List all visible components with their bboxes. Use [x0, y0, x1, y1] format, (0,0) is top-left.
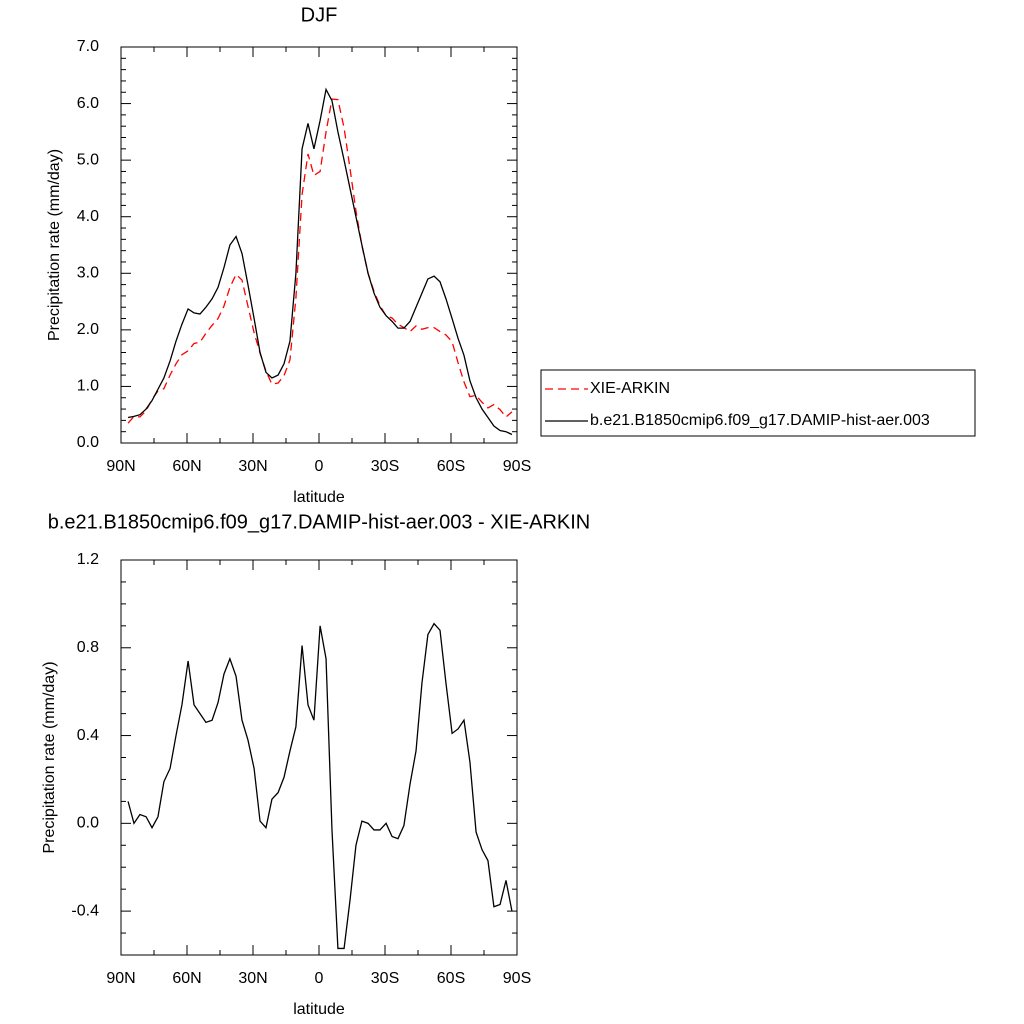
- x-axis-label: latitude: [293, 1001, 345, 1018]
- y-tick-label: 0.8: [77, 639, 99, 656]
- y-axis-label: Precipitation rate (mm/day): [41, 661, 58, 853]
- x-tick-label: 60S: [437, 970, 465, 987]
- x-axis-label: latitude: [293, 489, 345, 506]
- y-tick-label: 2.0: [77, 321, 99, 338]
- x-tick-label: 30S: [371, 970, 399, 987]
- y-tick-label: 0.4: [77, 727, 99, 744]
- x-tick-label: 60N: [172, 458, 201, 475]
- y-tick-label: 7.0: [77, 38, 99, 55]
- y-tick-label: 1.0: [77, 378, 99, 395]
- y-tick-label: 1.2: [77, 551, 99, 568]
- x-tick-label: 30S: [371, 458, 399, 475]
- y-tick-label: 0.0: [77, 434, 99, 451]
- x-tick-label: 30N: [238, 458, 267, 475]
- data-line: [127, 87, 513, 436]
- plot-frame: [120, 46, 518, 444]
- legend-label: XIE-ARKIN: [590, 380, 670, 397]
- legend-box: [540, 369, 976, 437]
- y-tick-label: 6.0: [77, 95, 99, 112]
- y-tick-label: 5.0: [77, 151, 99, 168]
- plot-frame: [120, 559, 518, 956]
- x-tick-label: 90N: [106, 458, 135, 475]
- x-tick-label: 0: [315, 458, 324, 475]
- y-tick-label: -0.4: [71, 902, 99, 919]
- chart-title: DJF: [301, 4, 338, 26]
- x-tick-label: 90S: [503, 970, 531, 987]
- data-line: [127, 622, 513, 950]
- y-tick-label: 4.0: [77, 208, 99, 225]
- x-tick-label: 30N: [238, 970, 267, 987]
- x-tick-label: 60N: [172, 970, 201, 987]
- data-line: [127, 98, 513, 424]
- y-axis-label: Precipitation rate (mm/day): [46, 149, 63, 341]
- x-tick-label: 90N: [106, 970, 135, 987]
- x-tick-label: 0: [315, 970, 324, 987]
- y-tick-label: 0.0: [77, 815, 99, 832]
- chart-title: b.e21.B1850cmip6.f09_g17.DAMIP-hist-aer.…: [48, 511, 591, 533]
- x-tick-label: 60S: [437, 458, 465, 475]
- x-tick-label: 90S: [503, 458, 531, 475]
- legend-label: b.e21.B1850cmip6.f09_g17.DAMIP-hist-aer.…: [590, 412, 930, 429]
- y-tick-label: 3.0: [77, 265, 99, 282]
